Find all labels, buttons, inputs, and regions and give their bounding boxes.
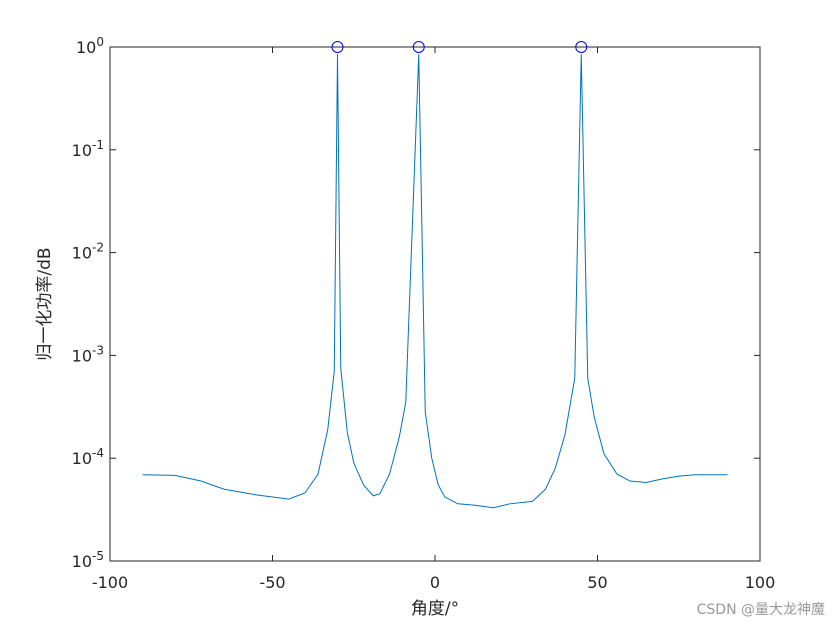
plot-box xyxy=(109,46,761,562)
tick-base: 10 xyxy=(72,141,92,160)
tick-exponent: -2 xyxy=(92,241,104,255)
x-tick-label: -100 xyxy=(92,573,128,592)
tick-base: 10 xyxy=(72,244,92,263)
y-axis-label: 归一化功率/dB xyxy=(35,247,55,360)
x-tick-label: 100 xyxy=(745,573,776,592)
y-tick-label: 100 xyxy=(76,35,104,57)
watermark: CSDN @量大龙神魔 xyxy=(697,602,825,618)
y-tick-label: 10-1 xyxy=(72,138,104,160)
tick-base: 10 xyxy=(72,449,92,468)
x-axis-label: 角度/° xyxy=(411,599,459,619)
tick-exponent: -4 xyxy=(92,446,104,460)
peak-marker xyxy=(331,41,344,53)
x-tick-label: 0 xyxy=(430,573,440,592)
tick-exponent: -3 xyxy=(92,343,104,357)
y-tick-label: 10-5 xyxy=(72,549,104,571)
tick-base: 10 xyxy=(72,346,92,365)
tick-exponent: -1 xyxy=(92,138,104,152)
peak-marker xyxy=(575,41,588,53)
tick-base: 10 xyxy=(72,552,92,571)
tick-exponent: -5 xyxy=(92,549,104,563)
tick-base: 10 xyxy=(76,38,96,57)
y-tick-label: 10-4 xyxy=(72,446,104,468)
x-tick-label: -50 xyxy=(259,573,285,592)
y-tick-label: 10-2 xyxy=(72,241,104,263)
x-tick-label: 50 xyxy=(587,573,607,592)
tick-exponent: 0 xyxy=(96,35,104,49)
data-line xyxy=(142,54,728,509)
y-tick-label: 10-3 xyxy=(72,343,104,365)
peak-marker xyxy=(412,41,425,53)
